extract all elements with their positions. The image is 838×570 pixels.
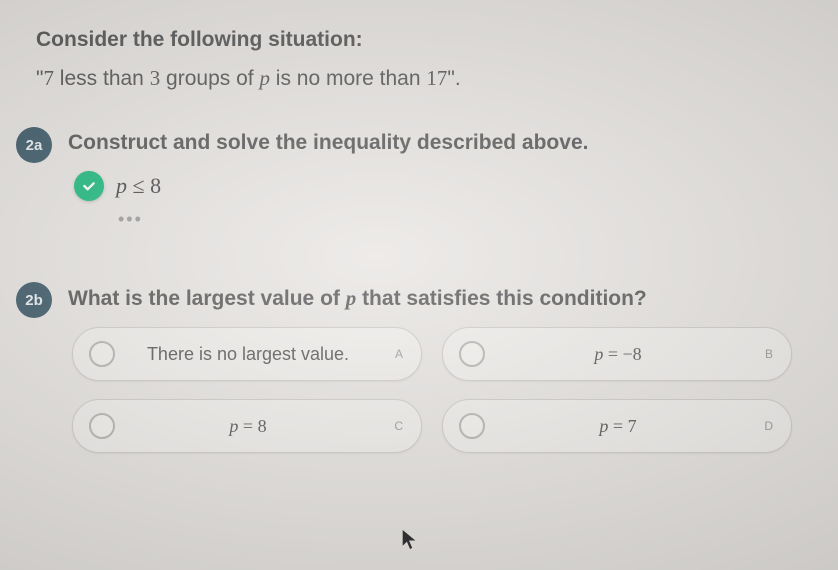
choice-c-text: p = 8: [115, 416, 381, 437]
num-7: 7: [43, 66, 54, 90]
radio-icon[interactable]: [459, 341, 485, 367]
choice-grid: There is no largest value. A p = −8 B p …: [72, 327, 792, 453]
radio-icon[interactable]: [459, 413, 485, 439]
cursor-icon: [402, 530, 416, 555]
choice-a-letter: A: [395, 347, 403, 361]
badge-2b: 2b: [16, 282, 52, 318]
prompt-2b-var: p: [346, 286, 357, 310]
intro-line: Consider the following situation:: [36, 28, 802, 52]
answer-var: p: [116, 173, 127, 198]
choice-a[interactable]: There is no largest value. A: [72, 327, 422, 381]
ellipsis-icon[interactable]: •••: [118, 209, 802, 230]
worksheet-content: Consider the following situation: "7 les…: [0, 0, 838, 491]
num-17: 17: [426, 66, 447, 90]
text-no-more-than: is no more than: [270, 67, 426, 90]
prompt-2b-post: that satisfies this condition?: [356, 287, 647, 310]
part-2b: 2b What is the largest value of p that s…: [28, 282, 802, 453]
choice-b-letter: B: [765, 347, 773, 361]
prompt-2a: Construct and solve the inequality descr…: [68, 131, 802, 155]
choice-b[interactable]: p = −8 B: [442, 327, 792, 381]
radio-icon[interactable]: [89, 341, 115, 367]
answer-row-2a: p ≤ 8: [74, 171, 802, 201]
prompt-2b-pre: What is the largest value of: [68, 287, 346, 310]
quote-close: ".: [447, 67, 460, 90]
spacer: [28, 248, 802, 282]
part-2a-body: Construct and solve the inequality descr…: [68, 127, 802, 230]
radio-icon[interactable]: [89, 413, 115, 439]
choice-a-text: There is no largest value.: [115, 344, 381, 365]
text-less-than: less than: [54, 67, 150, 90]
part-2a: 2a Construct and solve the inequality de…: [28, 127, 802, 230]
choice-d-letter: D: [764, 419, 773, 433]
choice-d[interactable]: p = 7 D: [442, 399, 792, 453]
choice-c[interactable]: p = 8 C: [72, 399, 422, 453]
text-groups-of: groups of: [160, 67, 259, 90]
answer-val: 8: [150, 173, 161, 198]
answer-2a: p ≤ 8: [116, 173, 161, 199]
situation-quote: "7 less than 3 groups of p is no more th…: [36, 66, 802, 91]
var-p: p: [259, 66, 270, 90]
choice-c-letter: C: [394, 419, 403, 433]
choice-b-text: p = −8: [485, 344, 751, 365]
prompt-2b: What is the largest value of p that sati…: [68, 286, 802, 311]
badge-2a: 2a: [16, 127, 52, 163]
answer-rel: ≤: [127, 173, 150, 198]
part-2b-body: What is the largest value of p that sati…: [68, 282, 802, 453]
num-3: 3: [150, 66, 161, 90]
check-icon: [74, 171, 104, 201]
choice-d-text: p = 7: [485, 416, 751, 437]
